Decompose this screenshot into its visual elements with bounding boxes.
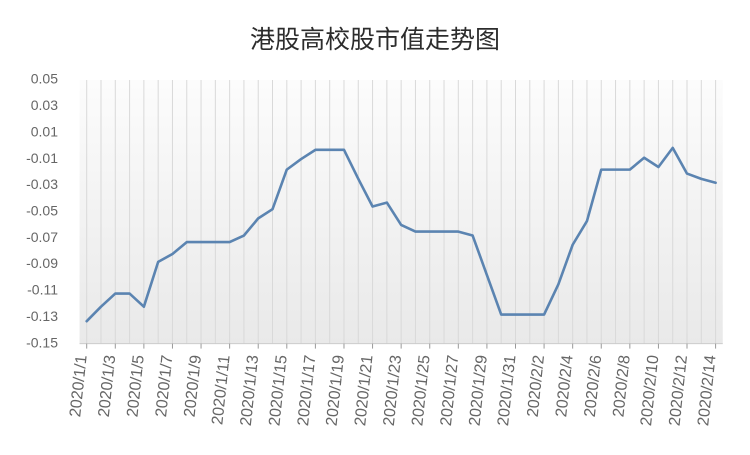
svg-text:2020/1/15: 2020/1/15	[266, 354, 290, 427]
svg-text:2020/1/5: 2020/1/5	[124, 354, 147, 418]
svg-text:2020/1/25: 2020/1/25	[409, 354, 433, 427]
svg-text:2020/2/6: 2020/2/6	[582, 354, 605, 418]
svg-text:2020/2/2: 2020/2/2	[525, 354, 548, 418]
svg-text:2020/1/3: 2020/1/3	[96, 354, 119, 418]
svg-text:-0.13: -0.13	[26, 308, 58, 324]
svg-text:2020/1/7: 2020/1/7	[153, 354, 176, 418]
svg-text:2020/1/1: 2020/1/1	[67, 354, 90, 418]
svg-text:-0.11: -0.11	[27, 282, 58, 298]
svg-text:2020/2/4: 2020/2/4	[553, 354, 576, 418]
svg-text:0.01: 0.01	[31, 123, 58, 139]
svg-text:-0.03: -0.03	[26, 176, 58, 192]
svg-text:2020/2/12: 2020/2/12	[667, 354, 691, 427]
svg-text:2020/2/14: 2020/2/14	[695, 354, 719, 427]
svg-text:2020/1/21: 2020/1/21	[352, 354, 376, 427]
svg-text:2020/1/29: 2020/1/29	[467, 354, 491, 427]
svg-text:2020/1/23: 2020/1/23	[381, 354, 405, 427]
svg-text:2020/1/19: 2020/1/19	[324, 354, 348, 427]
svg-text:-0.09: -0.09	[26, 255, 58, 271]
svg-text:-0.15: -0.15	[26, 334, 58, 350]
svg-text:-0.07: -0.07	[26, 229, 58, 245]
svg-text:2020/1/31: 2020/1/31	[495, 354, 519, 427]
svg-text:0.05: 0.05	[31, 71, 58, 87]
svg-text:0.03: 0.03	[31, 97, 58, 113]
svg-text:2020/1/27: 2020/1/27	[438, 354, 462, 427]
svg-text:2020/2/10: 2020/2/10	[638, 354, 662, 427]
svg-text:2020/1/9: 2020/1/9	[182, 354, 205, 418]
svg-text:-0.05: -0.05	[26, 203, 58, 219]
svg-text:-0.01: -0.01	[26, 150, 58, 166]
svg-text:2020/1/13: 2020/1/13	[238, 354, 262, 427]
svg-text:2020/1/11: 2020/1/11	[209, 354, 233, 425]
svg-text:2020/2/8: 2020/2/8	[610, 354, 633, 418]
svg-text:2020/1/17: 2020/1/17	[295, 354, 319, 427]
